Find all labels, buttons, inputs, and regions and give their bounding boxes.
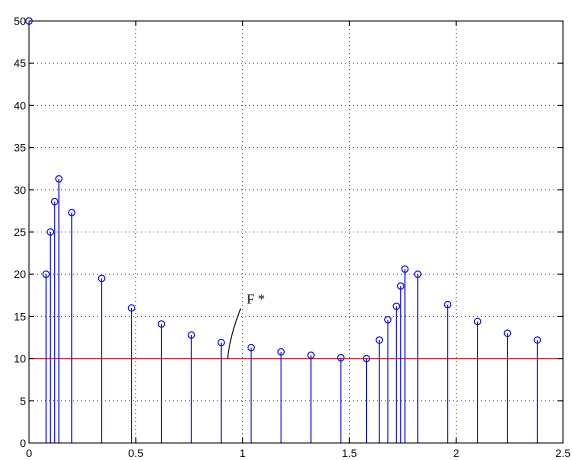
stem-marker [187,331,196,339]
x-tick-label: 1 [240,448,246,460]
stem-marker [392,302,401,310]
y-tick-label: 35 [14,143,26,155]
y-tick-label: 50 [14,16,26,28]
axis-ticks [28,20,564,444]
stem-marker [217,338,225,347]
stem-marker [247,343,255,352]
stem-marker [396,282,405,290]
stem-marker [157,320,166,328]
x-tick-label: 1.5 [342,448,357,460]
x-tick-label: 2 [453,448,459,460]
stem-marker [443,300,452,309]
y-tick-label: 0 [20,438,26,450]
stem-marker [307,351,315,359]
y-tick-label: 30 [14,185,26,197]
y-tick-label: 25 [14,227,26,239]
stem-marker [97,274,106,283]
annotation-f-star: F * [247,293,265,308]
stem-marker [503,329,512,337]
stems [25,17,542,443]
y-tick-label: 20 [14,269,26,281]
stem-marker [55,175,63,183]
x-tick-label: 0 [26,448,32,460]
y-tick-label: 5 [20,396,26,408]
x-tick-label: 2.5 [555,448,570,460]
stem-marker [533,336,542,344]
stem-marker [50,197,59,206]
stem-marker [362,354,371,363]
stem-marker [46,228,55,236]
stem-marker [414,270,422,278]
y-tick-label: 15 [14,311,26,323]
stem-marker [277,348,285,356]
x-tick-labels: 0 0.5 1 1.5 2 2.5 [26,448,571,460]
y-tick-label: 10 [14,354,26,366]
stem-marker [375,336,384,344]
stem-marker [473,317,482,326]
x-tick-label: 0.5 [128,448,143,460]
stem-marker [127,304,136,312]
y-tick-label: 40 [14,100,26,112]
stem-marker [68,208,76,217]
y-tick-label: 45 [14,58,26,70]
stem-marker [384,316,392,324]
grid-lines [29,21,563,443]
annotation-leader-line [227,308,242,359]
stem-marker [337,354,345,362]
y-tick-labels: 0 5 10 15 20 25 30 35 40 45 50 [14,16,26,450]
stem-marker [42,270,50,278]
stem-marker [401,265,409,273]
